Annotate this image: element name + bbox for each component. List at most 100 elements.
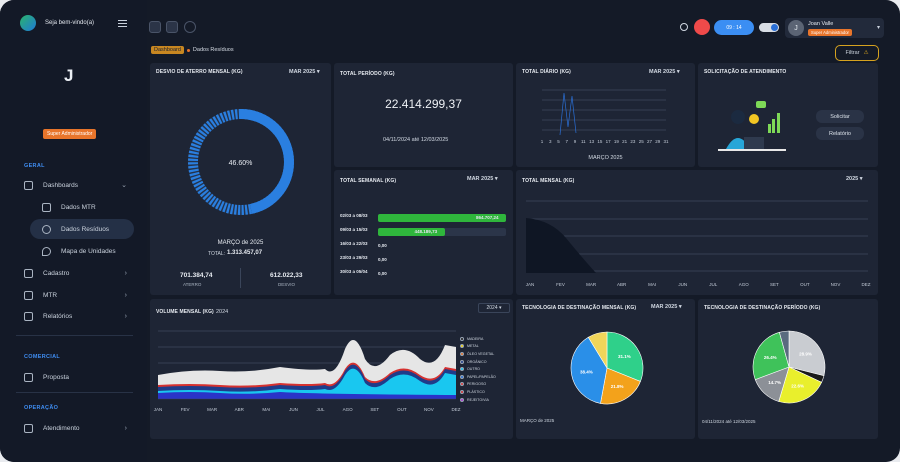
volume-month-tick-label: NOV [424,407,434,412]
laptop [744,137,764,149]
relatorio-button[interactable]: Relatório [816,127,864,140]
legend-item[interactable]: MADEIRA [460,335,496,343]
volume-month-tick-label: OUT [397,407,407,412]
card-title: TOTAL SEMANAL (KG) [340,178,397,184]
support-illustration [718,101,786,151]
pie-slice[interactable] [778,366,822,404]
user-role-badge: Super Administrador [808,29,852,36]
section-operacao: OPERAÇÃO [24,405,59,411]
month-tick-label: OUT [800,282,810,287]
card-total-mensal: TOTAL MENSAL (KG) 2025 ▾ JAN FEV MAR ABR MAI… [516,170,878,295]
legend-item[interactable]: OUTRO [460,365,496,373]
warning-icon: ⚠ [863,50,869,56]
pie-label: 21.8% [611,384,624,389]
period-select[interactable]: MAR 2025 ▾ [651,304,682,310]
notification-bell-icon[interactable] [694,19,710,35]
week-bar [378,228,445,236]
legend-item[interactable]: ORGÂNICO [460,358,496,366]
pie-slice[interactable] [606,331,644,382]
nav-mtr[interactable]: MTR › [16,285,133,305]
info-icon[interactable] [184,21,196,33]
document-icon [24,372,33,382]
week-value: 0,00 [378,243,387,248]
section-comercial: COMERCIAL [24,354,61,360]
legend-swatch [460,336,464,341]
nav-relatorios-label: Relatórios [43,312,73,320]
area-outro [158,368,456,399]
legend-swatch [460,382,464,387]
recycle-icon [42,224,51,234]
volume-month-tick-label: MAR [207,407,218,412]
period-select[interactable]: MAR 2025 ▾ [289,69,320,75]
welcome-text: Seja bem-vindo(a) [45,20,95,26]
layout-toggle-button[interactable] [149,21,161,33]
desk [718,149,786,151]
legend-swatch [460,367,464,372]
daily-chart: 1 3 5 7 9 11 13 15 17 19 21 23 25 27 29 31 [541,89,669,144]
filter-button[interactable]: Filtrar ⚠ [835,45,879,61]
card-title: TECNOLOGIA DE DESTINAÇÃO MENSAL (KG) [522,305,637,311]
year-select[interactable]: 2025 ▾ [846,176,863,182]
volume-month-tick-label: FEV [181,407,190,412]
week-label: 02/03 a 08/03 [340,213,368,218]
month-tick-label: AGO [739,282,750,287]
card-title: TOTAL PERÍODO (KG) [340,71,395,77]
legend-item[interactable]: PAPEL/PAPELÃO [460,373,496,381]
month-tick-label: DEZ [862,282,871,287]
pie-tec-mensal: 31.1% 21.8% 38.4% [570,331,644,405]
pie-slice[interactable] [779,330,790,368]
legend-item[interactable]: PLÁSTICO [460,388,496,396]
year-select[interactable]: 2024 ▾ [478,303,510,313]
desvio-total-label: TOTAL: [208,251,226,257]
legend-label: OUTRO [467,367,480,372]
pie-slice[interactable] [587,331,608,370]
card-total-semanal: TOTAL SEMANAL (KG) MAR 2025 ▾ 02/03 a 08… [334,170,513,295]
chat-bubble [756,101,766,108]
nav-cadastro[interactable]: Cadastro › [16,263,133,283]
year-select-value: 2024 [486,305,498,311]
nav-dados-mtr[interactable]: Dados MTR [30,197,134,217]
legend-item[interactable]: ÓLEO VEGETAL [460,350,496,358]
nav-dashboards[interactable]: Dashboards ⌄ [16,175,133,195]
period-select[interactable]: MAR 2025 ▾ [649,69,680,75]
caret-down-icon: ▾ [876,25,880,31]
chart-icon [42,202,51,212]
legend-item[interactable]: PERIGOSO [460,381,496,389]
desvio-month: MARÇO de 2025 [217,240,264,246]
legend-swatch [460,374,464,379]
breadcrumb-root[interactable]: Dashboard [151,46,184,54]
pie-tec-periodo: 28.9% 22.6% 14.7% 26.4% [752,330,826,404]
card-tec-periodo: TECNOLOGIA DE DESTINAÇÃO PERÍODO (KG) 28… [698,299,878,439]
nav-dados-residuos[interactable]: Dados Resíduos [30,219,134,239]
chevron-right-icon: › [124,312,127,320]
filter-label: Filtrar [845,50,860,56]
nav-dados-mtr-label: Dados MTR [61,203,96,211]
document-button[interactable] [166,21,178,33]
period-select[interactable]: MAR 2025 ▾ [467,176,498,182]
grid-icon [24,290,33,300]
menu-toggle-icon[interactable] [118,19,127,27]
sidebar-avatar: J [64,66,74,85]
search-icon[interactable] [680,23,688,31]
pie-slice[interactable] [600,367,641,405]
pie-slice[interactable] [788,330,826,377]
nav-proposta[interactable]: Proposta [16,367,133,387]
nav-relatorios[interactable]: Relatórios › [16,306,133,326]
moon-icon [771,24,778,31]
nav-atendimento[interactable]: Atendimento › [16,418,133,438]
legend-item[interactable]: REJEITO/VIA [460,396,496,404]
desvio-label: DESVIO [278,282,296,287]
user-menu[interactable]: J Joan Valle Super Administrador ▾ [785,18,884,38]
pie-slice[interactable] [752,331,790,381]
volume-stacked-area-chart: JAN FEV MAR ABR MAI JUN JUL AGO SET OUT NOV DEZ [154,330,461,412]
week-label: 09/03 a 15/03 [340,227,368,232]
nav-mapa-unidades[interactable]: Mapa de Unidades [30,241,134,261]
breadcrumb: Dashboard Dados Resíduos [151,46,234,54]
day-tick-label: 11 [581,139,586,144]
theme-toggle[interactable] [759,23,779,32]
nav-proposta-label: Proposta [43,373,70,381]
solicitar-button[interactable]: Solicitar [816,110,864,123]
week-bar [378,214,506,222]
bulb [749,114,759,124]
legend-item[interactable]: METAL [460,343,496,351]
